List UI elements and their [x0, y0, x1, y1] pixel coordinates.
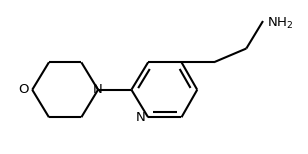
Text: N: N: [136, 111, 145, 124]
Text: O: O: [18, 83, 28, 96]
Text: N: N: [93, 83, 103, 96]
Text: NH$_2$: NH$_2$: [267, 15, 293, 30]
